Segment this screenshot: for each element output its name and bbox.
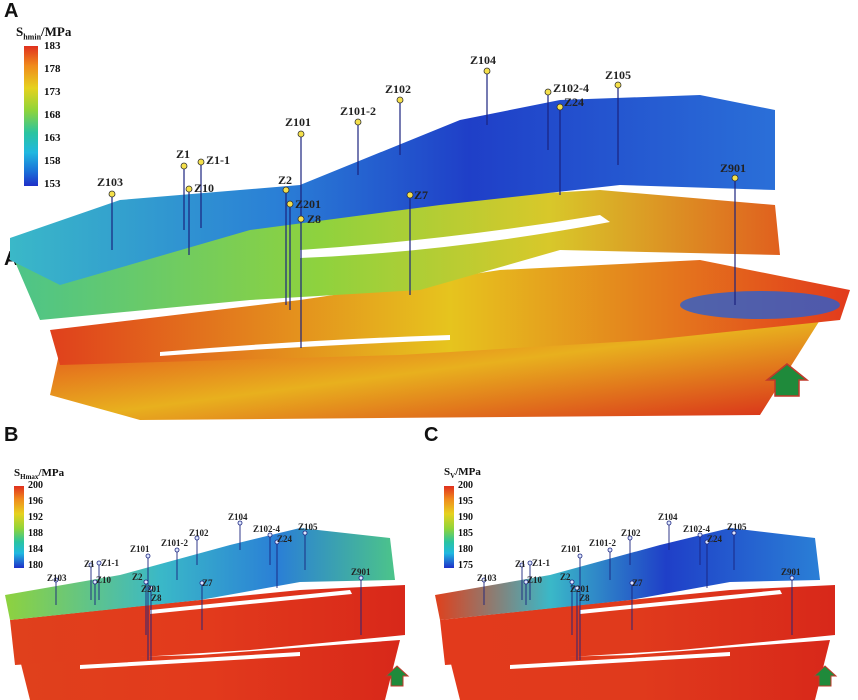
well-label-b-z2: Z2 (132, 572, 143, 582)
colorbar-a-tick-5: 158 (44, 155, 61, 167)
colorbar-a-tick-3: 168 (44, 109, 61, 121)
well-label-a-z10: Z10 (194, 181, 214, 195)
model-3d-b: Z103 Z1 Z1-1 Z10 Z2 Z201 Z8 Z101 Z101-2 … (5, 512, 410, 700)
well-label-a-z201: Z201 (295, 197, 321, 211)
well-label-c-z8: Z8 (579, 593, 590, 603)
colorbar-b-tick-1: 196 (28, 496, 43, 507)
well-label-c-z1-1: Z1-1 (532, 558, 551, 568)
panel-letter-c: C (424, 424, 439, 446)
colorbar-a-tick-2: 173 (44, 86, 61, 98)
colorbar-b-tick-5: 180 (28, 560, 43, 571)
panel-b: B SHmax/MPa 200 196 192 188 184 180 (0, 420, 420, 700)
well-label-b-z8: Z8 (151, 593, 162, 603)
colorbar-c-tick-1: 195 (458, 496, 473, 507)
panel-a: A A Shmin/MPa 183 178 173 168 163 158 15… (4, 0, 850, 420)
colorbar-c-tick-2: 190 (458, 512, 473, 523)
well-label-b-z24: Z24 (277, 534, 293, 544)
well-label-c-z104: Z104 (658, 512, 678, 522)
colorbar-b-tick-4: 184 (28, 544, 43, 555)
layer-lower-a (50, 260, 850, 365)
well-label-a-z101-2: Z101-2 (340, 104, 376, 118)
well-label-a-z1: Z1 (176, 147, 190, 161)
well-label-c-z901: Z901 (781, 567, 801, 577)
well-label-b-z105: Z105 (298, 522, 318, 532)
well-label-b-z101: Z101 (130, 544, 150, 554)
well-label-b-z102-4: Z102-4 (253, 524, 281, 534)
colorbar-b-tick-0: 200 (28, 480, 43, 491)
colorbar-a-tick-0: 183 (44, 40, 61, 52)
well-label-c-z10: Z10 (527, 575, 543, 585)
well-label-b-z1: Z1 (84, 559, 95, 569)
colorbar-title-c: SV/MPa (444, 466, 481, 481)
well-label-b-z1-1: Z1-1 (101, 558, 120, 568)
well-label-a-z105: Z105 (605, 68, 631, 82)
well-label-c-z101-2: Z101-2 (589, 538, 617, 548)
well-label-b-z10: Z10 (96, 575, 112, 585)
north-arrow-b (384, 665, 410, 687)
colorbar-c-tick-5: 175 (458, 560, 473, 571)
colorbar-c-tick-3: 185 (458, 528, 473, 539)
well-label-b-z104: Z104 (228, 512, 248, 522)
well-label-c-z102: Z102 (621, 528, 641, 538)
well-label-b-z901: Z901 (351, 567, 371, 577)
well-label-b-z101-2: Z101-2 (161, 538, 189, 548)
layer-upper-a (10, 95, 775, 285)
colorbar-c-tick-0: 200 (458, 480, 473, 491)
north-arrow-c (812, 665, 838, 687)
well-label-a-z104: Z104 (470, 53, 496, 67)
well-label-a-z24: Z24 (564, 95, 584, 109)
colorbar-b (14, 486, 24, 568)
well-label-c-z103: Z103 (477, 573, 497, 583)
panel-letter-b: B (4, 424, 19, 446)
colorbar-title-b: SHmax/MPa (14, 467, 65, 482)
well-label-b-z103: Z103 (47, 573, 67, 583)
well-label-a-z103: Z103 (97, 175, 123, 189)
colorbar-c (444, 486, 454, 568)
well-label-c-z105: Z105 (727, 522, 747, 532)
well-label-a-z101: Z101 (285, 115, 311, 129)
well-label-b-z201: Z201 (141, 584, 161, 594)
well-label-b-z102: Z102 (189, 528, 209, 538)
colorbar-a-tick-1: 178 (44, 63, 61, 75)
well-label-c-z2: Z2 (560, 572, 571, 582)
colorbar-a-tick-6: 153 (44, 178, 61, 190)
north-arrow-a (764, 363, 810, 397)
well-label-b-z7: Z7 (202, 578, 213, 588)
model-3d-a: Z103 Z1 Z1-1 Z10 Z2 Z201 Z8 Z101 Z101-2 … (10, 53, 850, 420)
colorbar-title-a: Shmin/MPa (16, 24, 72, 42)
fold-right-a (680, 291, 840, 319)
well-label-a-z102-4: Z102-4 (553, 81, 589, 95)
well-label-c-z1: Z1 (515, 559, 526, 569)
well-label-c-z24: Z24 (707, 534, 723, 544)
well-label-a-z1-1: Z1-1 (206, 153, 230, 167)
well-label-c-z201: Z201 (570, 584, 590, 594)
colorbar-b-tick-2: 192 (28, 512, 43, 523)
panel-letter-a: A (4, 0, 19, 22)
well-label-a-z7: Z7 (414, 188, 428, 202)
well-label-a-z8: Z8 (307, 212, 321, 226)
well-label-c-z7: Z7 (632, 578, 643, 588)
well-label-a-z901: Z901 (720, 161, 746, 175)
well-label-a-z102: Z102 (385, 82, 411, 96)
panel-c: C SV/MPa 200 195 190 185 180 175 (420, 420, 858, 700)
well-label-a-z2: Z2 (278, 173, 292, 187)
colorbar-a (24, 46, 38, 186)
model-3d-c: Z103 Z1 Z1-1 Z10 Z2 Z201 Z8 Z101 Z101-2 … (435, 512, 838, 700)
colorbar-b-tick-3: 188 (28, 528, 43, 539)
colorbar-a-tick-4: 163 (44, 132, 61, 144)
well-label-c-z102-4: Z102-4 (683, 524, 711, 534)
colorbar-c-tick-4: 180 (458, 544, 473, 555)
well-label-c-z101: Z101 (561, 544, 581, 554)
